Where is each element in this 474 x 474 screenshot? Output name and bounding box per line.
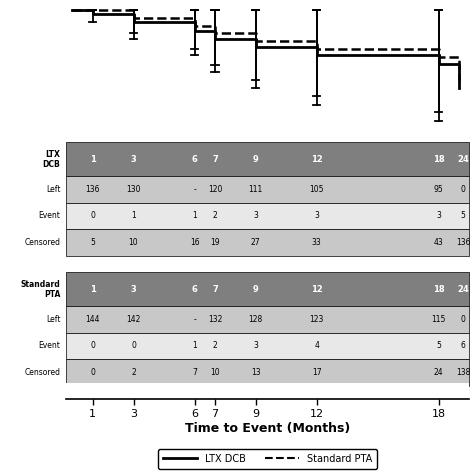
Text: 6: 6 bbox=[191, 155, 198, 164]
Text: 9: 9 bbox=[253, 155, 258, 164]
Text: 144: 144 bbox=[86, 315, 100, 324]
Text: 10: 10 bbox=[210, 368, 220, 377]
Text: Event: Event bbox=[38, 211, 60, 220]
Bar bbox=[66, 142, 469, 176]
Legend: LTX DCB, Standard PTA: LTX DCB, Standard PTA bbox=[158, 449, 377, 469]
Text: 3: 3 bbox=[131, 155, 137, 164]
Text: 2: 2 bbox=[212, 211, 217, 220]
Text: Left: Left bbox=[46, 185, 60, 194]
Text: Censored: Censored bbox=[24, 238, 60, 247]
Text: Standard
PTA: Standard PTA bbox=[20, 280, 60, 299]
Bar bbox=[66, 229, 469, 255]
Bar bbox=[66, 359, 469, 386]
Text: 6: 6 bbox=[461, 341, 465, 350]
Text: 24: 24 bbox=[457, 285, 469, 294]
Text: 1: 1 bbox=[192, 211, 197, 220]
Text: 18: 18 bbox=[433, 155, 445, 164]
Text: Left: Left bbox=[46, 315, 60, 324]
Text: 16: 16 bbox=[190, 238, 200, 247]
Bar bbox=[66, 273, 469, 306]
Text: 1: 1 bbox=[90, 285, 96, 294]
Text: 10: 10 bbox=[129, 238, 138, 247]
Text: 24: 24 bbox=[434, 368, 444, 377]
Text: Event: Event bbox=[38, 341, 60, 350]
Text: -: - bbox=[193, 315, 196, 324]
Text: 24: 24 bbox=[457, 155, 469, 164]
Text: 5: 5 bbox=[436, 341, 441, 350]
Bar bbox=[66, 176, 469, 202]
Text: 1: 1 bbox=[192, 341, 197, 350]
Text: 7: 7 bbox=[192, 368, 197, 377]
Text: 136: 136 bbox=[456, 238, 470, 247]
Text: -: - bbox=[193, 185, 196, 194]
Text: 9: 9 bbox=[253, 285, 258, 294]
Text: 12: 12 bbox=[311, 155, 322, 164]
Text: 132: 132 bbox=[208, 315, 222, 324]
Text: 1: 1 bbox=[90, 155, 96, 164]
Text: 1: 1 bbox=[131, 211, 136, 220]
Text: 7: 7 bbox=[212, 155, 218, 164]
Text: 19: 19 bbox=[210, 238, 220, 247]
Text: 3: 3 bbox=[314, 211, 319, 220]
Text: 12: 12 bbox=[311, 285, 322, 294]
X-axis label: Time to Event (Months): Time to Event (Months) bbox=[185, 422, 350, 435]
Text: 43: 43 bbox=[434, 238, 444, 247]
Text: 3: 3 bbox=[436, 211, 441, 220]
Text: 0: 0 bbox=[461, 315, 465, 324]
Text: 128: 128 bbox=[248, 315, 263, 324]
Text: 120: 120 bbox=[208, 185, 222, 194]
Text: 142: 142 bbox=[127, 315, 141, 324]
Text: 5: 5 bbox=[461, 211, 465, 220]
Text: 18: 18 bbox=[433, 285, 445, 294]
Text: 17: 17 bbox=[312, 368, 321, 377]
Text: 0: 0 bbox=[91, 341, 95, 350]
Text: 95: 95 bbox=[434, 185, 444, 194]
Text: 0: 0 bbox=[131, 341, 136, 350]
Text: 3: 3 bbox=[131, 285, 137, 294]
Text: 115: 115 bbox=[431, 315, 446, 324]
Text: 5: 5 bbox=[91, 238, 95, 247]
Bar bbox=[66, 202, 469, 229]
Text: 2: 2 bbox=[131, 368, 136, 377]
Text: 3: 3 bbox=[253, 341, 258, 350]
Text: 0: 0 bbox=[461, 185, 465, 194]
Bar bbox=[66, 333, 469, 359]
Text: 0: 0 bbox=[91, 368, 95, 377]
Text: LTX
DCB: LTX DCB bbox=[43, 149, 60, 169]
Text: 6: 6 bbox=[191, 285, 198, 294]
Text: 4: 4 bbox=[314, 341, 319, 350]
Text: 0: 0 bbox=[91, 211, 95, 220]
Bar bbox=[66, 306, 469, 333]
Text: 130: 130 bbox=[126, 185, 141, 194]
Text: 138: 138 bbox=[456, 368, 470, 377]
Text: 27: 27 bbox=[251, 238, 260, 247]
Text: 111: 111 bbox=[248, 185, 263, 194]
Text: 13: 13 bbox=[251, 368, 260, 377]
Text: 7: 7 bbox=[212, 285, 218, 294]
Text: 105: 105 bbox=[310, 185, 324, 194]
Text: 33: 33 bbox=[312, 238, 321, 247]
Text: 123: 123 bbox=[310, 315, 324, 324]
Text: 136: 136 bbox=[86, 185, 100, 194]
Text: 2: 2 bbox=[212, 341, 217, 350]
Text: Censored: Censored bbox=[24, 368, 60, 377]
Text: 3: 3 bbox=[253, 211, 258, 220]
